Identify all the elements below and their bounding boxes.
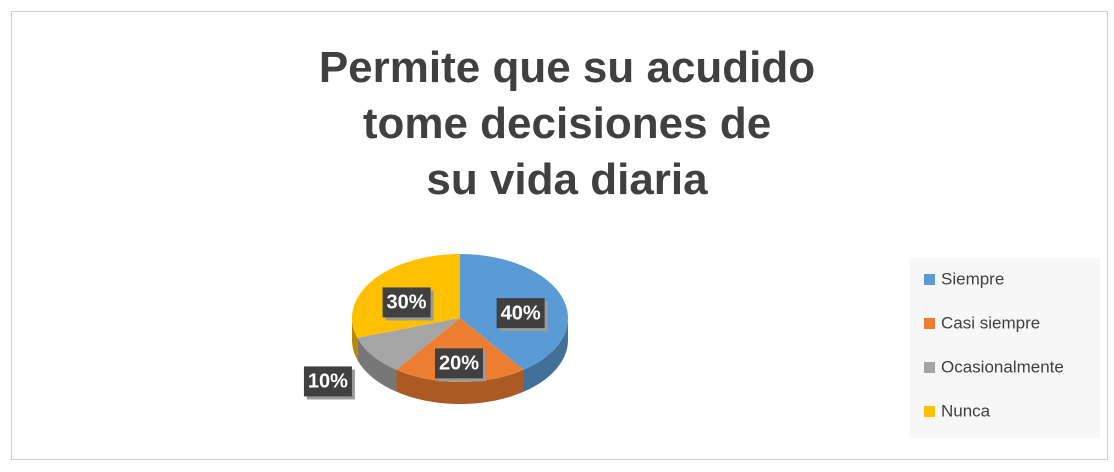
data-label: 20% (439, 353, 479, 375)
legend-label: Siempre (941, 269, 1004, 288)
data-label-box (303, 366, 352, 397)
slice-side (352, 318, 358, 360)
legend-label: Ocasionalmente (941, 357, 1064, 376)
legend-swatch (924, 274, 935, 285)
data-label-box (496, 298, 545, 329)
data-label-box (435, 348, 483, 379)
legend-swatch (924, 362, 935, 373)
slice (357, 318, 460, 370)
legend-label: Nunca (941, 401, 991, 420)
legend-swatch (924, 318, 935, 329)
chart-title: Permite que su acudido tome decisiones d… (318, 43, 816, 204)
legend-swatch (924, 406, 935, 417)
slice-side (357, 337, 397, 392)
legend-box (910, 258, 1100, 438)
slice-side (523, 319, 568, 392)
data-label: 40% (501, 302, 541, 324)
legend-label: Casi siempre (941, 313, 1040, 332)
data-label: 10% (308, 371, 348, 393)
data-label-box (382, 287, 431, 318)
slice-side (396, 369, 524, 404)
data-label: 30% (387, 292, 427, 314)
